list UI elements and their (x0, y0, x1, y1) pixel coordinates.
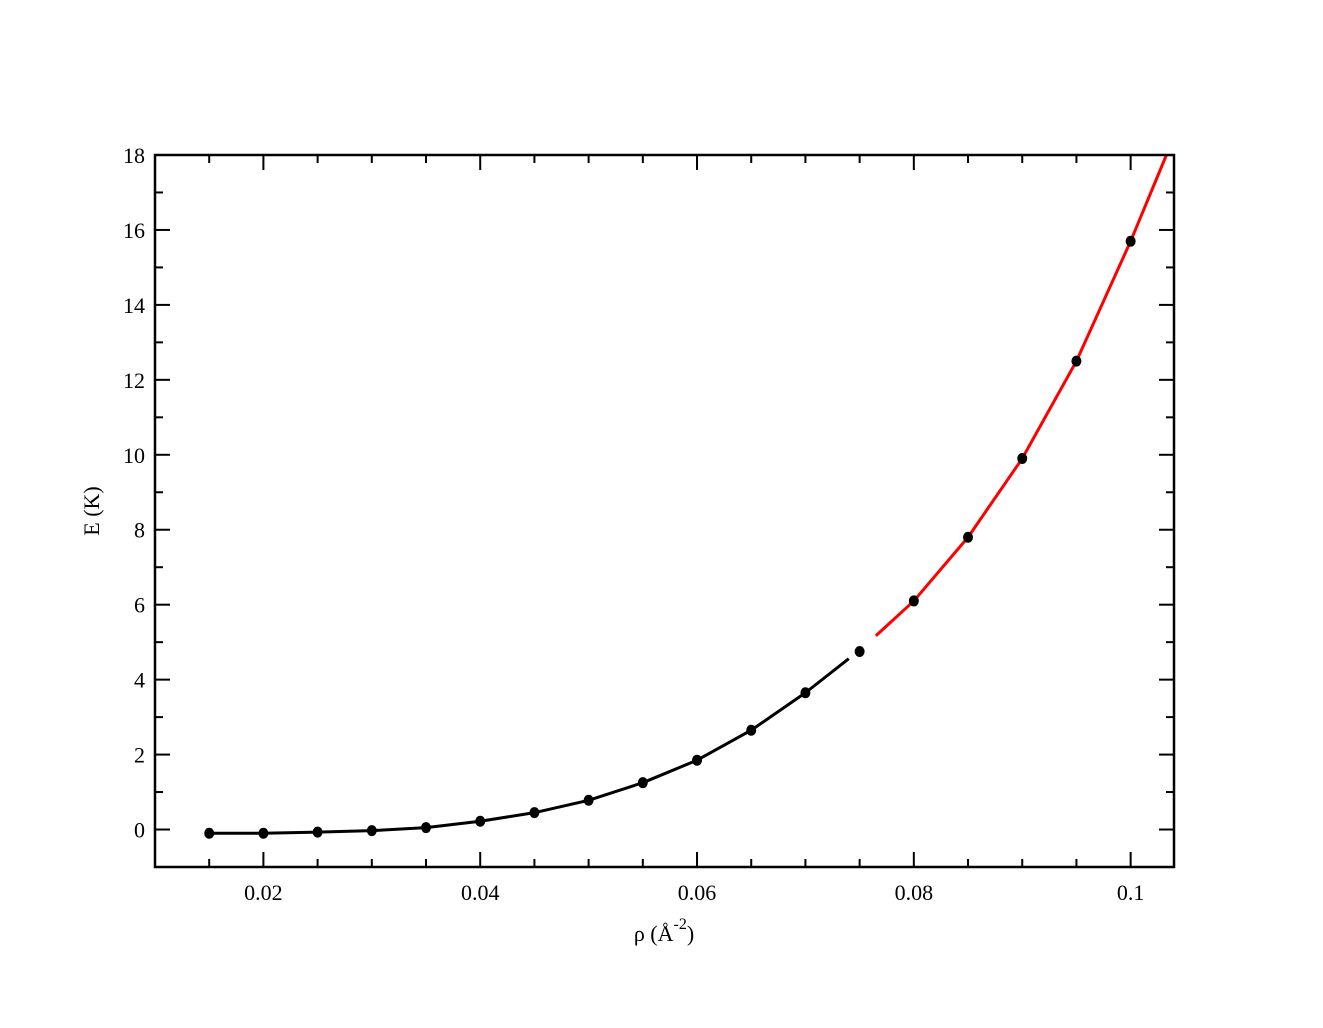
y-tick-label: 16 (123, 218, 145, 243)
x-axis-label: ρ (Å-2) (634, 916, 694, 946)
y-tick-label: 14 (123, 293, 145, 318)
data-point (366, 825, 377, 837)
x-tick-label: 0.06 (678, 880, 717, 905)
fit-line (209, 657, 850, 835)
y-tick-label: 10 (123, 443, 145, 468)
data-point (1071, 355, 1082, 367)
data-point (637, 777, 648, 789)
data-point (746, 724, 757, 736)
data-point (963, 531, 974, 543)
x-axis-label-exponent: -2 (674, 916, 687, 933)
x-tick-label: 0.04 (461, 880, 500, 905)
y-tick-label: 2 (134, 743, 145, 768)
data-point (312, 826, 323, 838)
data-point (204, 827, 215, 839)
fit-line (874, 154, 1168, 637)
y-tick-label: 12 (123, 368, 145, 393)
plot-frame (153, 153, 1176, 869)
y-tick-label: 6 (134, 593, 145, 618)
data-point (854, 646, 865, 658)
y-tick-label: 4 (134, 668, 145, 693)
y-tick-label: 0 (134, 818, 145, 843)
data-point (692, 754, 703, 766)
x-axis-label-close: ) (687, 921, 694, 946)
x-tick-label: 0.1 (1117, 880, 1145, 905)
data-point (800, 687, 811, 699)
data-point (475, 815, 486, 827)
x-axis-label-main: ρ (Å (634, 921, 674, 946)
y-tick-label: 8 (134, 518, 145, 543)
data-point (583, 794, 594, 806)
data-point (1017, 453, 1028, 465)
data-point (258, 827, 269, 839)
data-point (1125, 235, 1136, 247)
data-point (421, 822, 432, 834)
x-tick-label: 0.08 (895, 880, 934, 905)
data-point (529, 807, 540, 819)
y-tick-label: 18 (123, 143, 145, 168)
x-tick-label: 0.02 (244, 880, 283, 905)
data-point (908, 595, 919, 607)
y-axis-label: E (K) (79, 486, 104, 535)
